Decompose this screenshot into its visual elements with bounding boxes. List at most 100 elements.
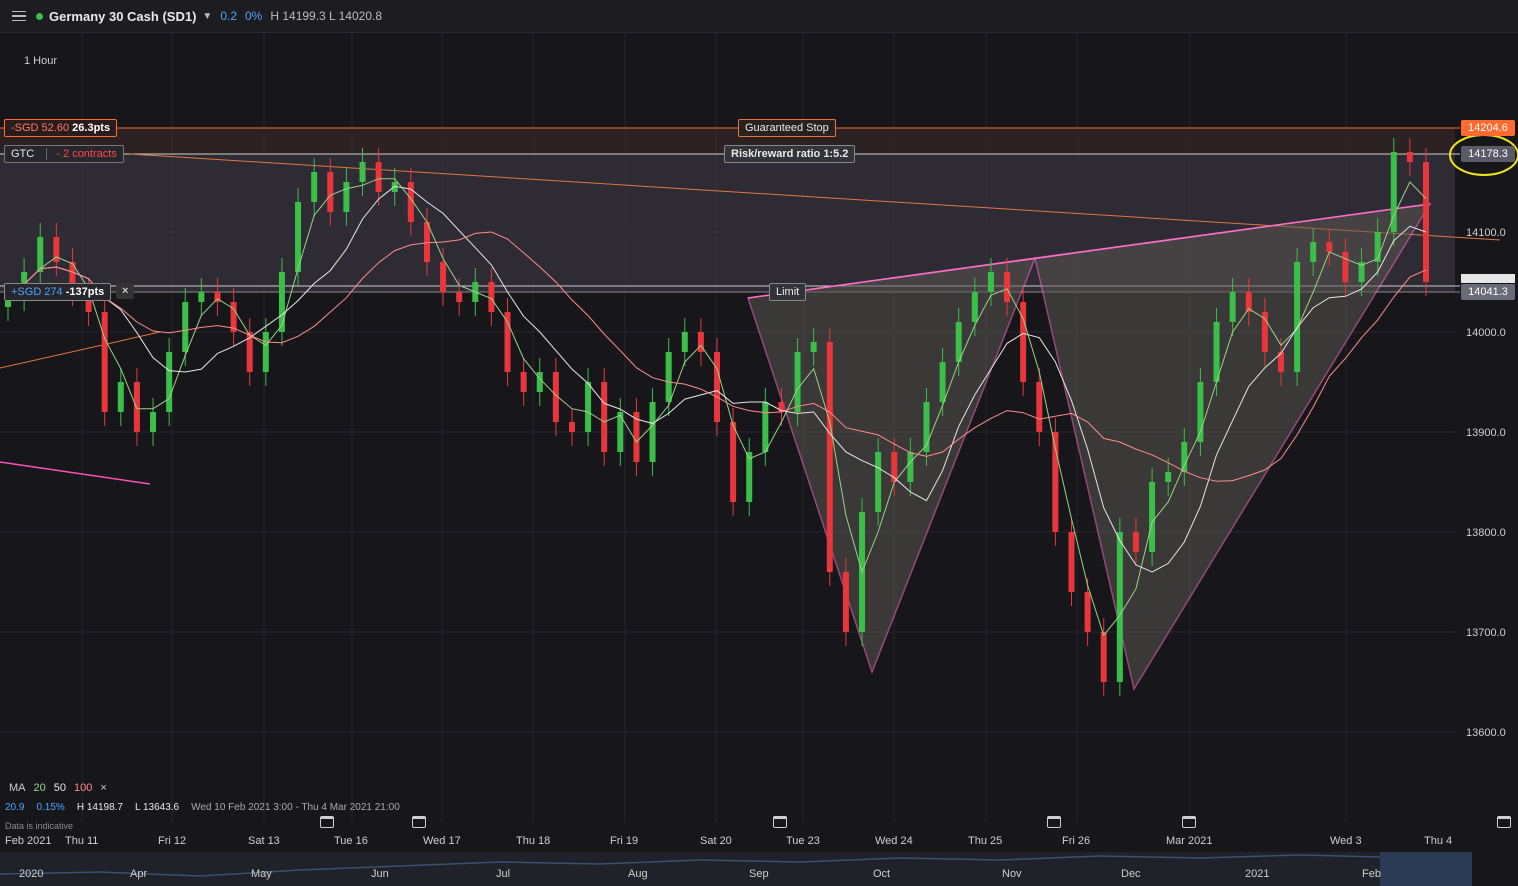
candle-body bbox=[1245, 292, 1252, 312]
nav-tick: 2021 bbox=[1245, 868, 1270, 880]
candle-body bbox=[101, 312, 108, 412]
stop-pts: 26.3pts bbox=[72, 122, 111, 134]
y-tick: 13900.0 bbox=[1466, 427, 1506, 439]
candle-body bbox=[842, 572, 849, 632]
candle-body bbox=[923, 402, 930, 452]
candle-body bbox=[1052, 432, 1059, 532]
candle-body bbox=[1261, 312, 1268, 352]
x-tick: Thu 25 bbox=[968, 835, 1003, 847]
guaranteed-stop-tag[interactable]: Guaranteed Stop bbox=[738, 119, 836, 137]
x-tick: Sat 20 bbox=[700, 835, 732, 847]
candle-body bbox=[1020, 302, 1027, 382]
top-bar: Germany 30 Cash (SD1) ▼ 0.2 0% H 14199.3… bbox=[0, 0, 1518, 33]
high-low: H 14199.3 L 14020.8 bbox=[270, 9, 382, 23]
candle-body bbox=[1374, 232, 1381, 262]
ma100-line bbox=[7, 231, 1427, 482]
current-price-tag: 14178.3 bbox=[1461, 146, 1515, 162]
candle-body bbox=[504, 312, 511, 372]
candle-body bbox=[714, 352, 720, 422]
price-chart[interactable] bbox=[0, 32, 1518, 852]
navigator-selection[interactable] bbox=[1380, 852, 1472, 886]
nav-tick: 2020 bbox=[19, 868, 44, 880]
calendar-icon[interactable] bbox=[1047, 816, 1061, 828]
calendar-icon[interactable] bbox=[412, 816, 426, 828]
limit-pnl-tag[interactable]: +SGD 274 -137pts bbox=[4, 283, 112, 301]
candle-body bbox=[391, 182, 398, 192]
candle-body bbox=[955, 322, 962, 362]
nav-tick: Jul bbox=[496, 868, 511, 880]
x-tick: Wed 3 bbox=[1330, 835, 1362, 847]
limit-tag[interactable]: Limit bbox=[769, 283, 807, 301]
x-tick: Feb 2021 bbox=[5, 835, 52, 847]
stats-pct: 0.15% bbox=[36, 802, 65, 813]
candle-body bbox=[198, 292, 205, 302]
limit-price-tag: 14041.3 bbox=[1461, 284, 1515, 300]
y-tick: 14000.0 bbox=[1466, 327, 1506, 339]
pattern-triangle-2 bbox=[1034, 203, 1432, 691]
candle-body bbox=[359, 162, 366, 182]
stop-pnl-tag[interactable]: -SGD 52.60 26.3pts bbox=[4, 119, 118, 137]
nav-tick: Dec bbox=[1121, 868, 1141, 880]
limit-pnl: +SGD 274 bbox=[11, 286, 63, 298]
candle-body bbox=[1100, 632, 1107, 682]
candle-body bbox=[117, 382, 124, 412]
x-tick: Thu 11 bbox=[65, 835, 99, 847]
x-tick: Fri 19 bbox=[610, 835, 639, 847]
stop-pnl: -SGD 52.60 bbox=[11, 122, 70, 134]
x-tick: Thu 4 bbox=[1424, 835, 1453, 847]
gtc-tag[interactable]: GTC - 2 contracts bbox=[4, 145, 124, 163]
ma-20[interactable]: 20 bbox=[33, 782, 46, 794]
risk-reward-tag: Risk/reward ratio 1:5.2 bbox=[724, 145, 856, 163]
ma-100[interactable]: 100 bbox=[74, 782, 93, 794]
ma50-line bbox=[7, 185, 1427, 573]
calendar-icon[interactable] bbox=[773, 816, 787, 828]
calendar-icon[interactable] bbox=[320, 816, 334, 828]
candle-body bbox=[1116, 532, 1123, 682]
ma-50[interactable]: 50 bbox=[53, 782, 66, 794]
x-tick: Tue 16 bbox=[334, 835, 368, 847]
y-tick: 13600.0 bbox=[1466, 727, 1506, 739]
nav-tick: Jun bbox=[371, 868, 389, 880]
candle-body bbox=[1132, 532, 1139, 552]
time-navigator[interactable] bbox=[0, 852, 1472, 886]
x-tick: Sat 13 bbox=[248, 835, 280, 847]
nav-tick: May bbox=[251, 868, 272, 880]
candle-body bbox=[1084, 592, 1091, 632]
change-points: 0.2 bbox=[220, 9, 237, 23]
stop-price-tag: 14204.6 bbox=[1461, 120, 1515, 136]
nav-tick: Feb bbox=[1362, 868, 1381, 880]
candle-body bbox=[262, 332, 269, 372]
candle-body bbox=[1390, 152, 1397, 232]
candle-body bbox=[230, 302, 237, 332]
instrument-title[interactable]: Germany 30 Cash (SD1) bbox=[49, 8, 197, 24]
candle-body bbox=[987, 272, 994, 292]
ma20-line bbox=[7, 178, 1427, 637]
candle-body bbox=[1181, 442, 1188, 472]
x-tick: Wed 17 bbox=[423, 835, 461, 847]
candle-body bbox=[601, 382, 608, 452]
chevron-down-icon[interactable]: ▼ bbox=[202, 10, 213, 22]
candle-body bbox=[295, 202, 302, 272]
candle-body bbox=[681, 332, 688, 352]
candle-body bbox=[1229, 292, 1236, 322]
candle-body bbox=[891, 452, 898, 482]
timeframe-label[interactable]: 1 Hour bbox=[24, 55, 58, 67]
close-icon[interactable]: × bbox=[100, 782, 107, 794]
x-tick: Wed 24 bbox=[875, 835, 913, 847]
candle-body bbox=[939, 362, 946, 402]
candle-body bbox=[1068, 532, 1075, 592]
candle-body bbox=[730, 422, 737, 502]
candle-body bbox=[456, 292, 463, 302]
close-order-button[interactable]: × bbox=[116, 283, 135, 299]
y-tick: 13700.0 bbox=[1466, 627, 1506, 639]
price-marker bbox=[1461, 274, 1515, 283]
ma-legend[interactable]: MA 20 50 100 × bbox=[9, 782, 107, 794]
candle-body bbox=[69, 262, 76, 292]
menu-icon[interactable] bbox=[12, 10, 26, 22]
x-tick: Fri 26 bbox=[1062, 835, 1091, 847]
calendar-icon[interactable] bbox=[1182, 816, 1196, 828]
candle-body bbox=[133, 382, 140, 432]
calendar-icon[interactable] bbox=[1497, 816, 1511, 828]
contracts: - 2 contracts bbox=[56, 148, 117, 160]
candle-body bbox=[1326, 242, 1333, 252]
